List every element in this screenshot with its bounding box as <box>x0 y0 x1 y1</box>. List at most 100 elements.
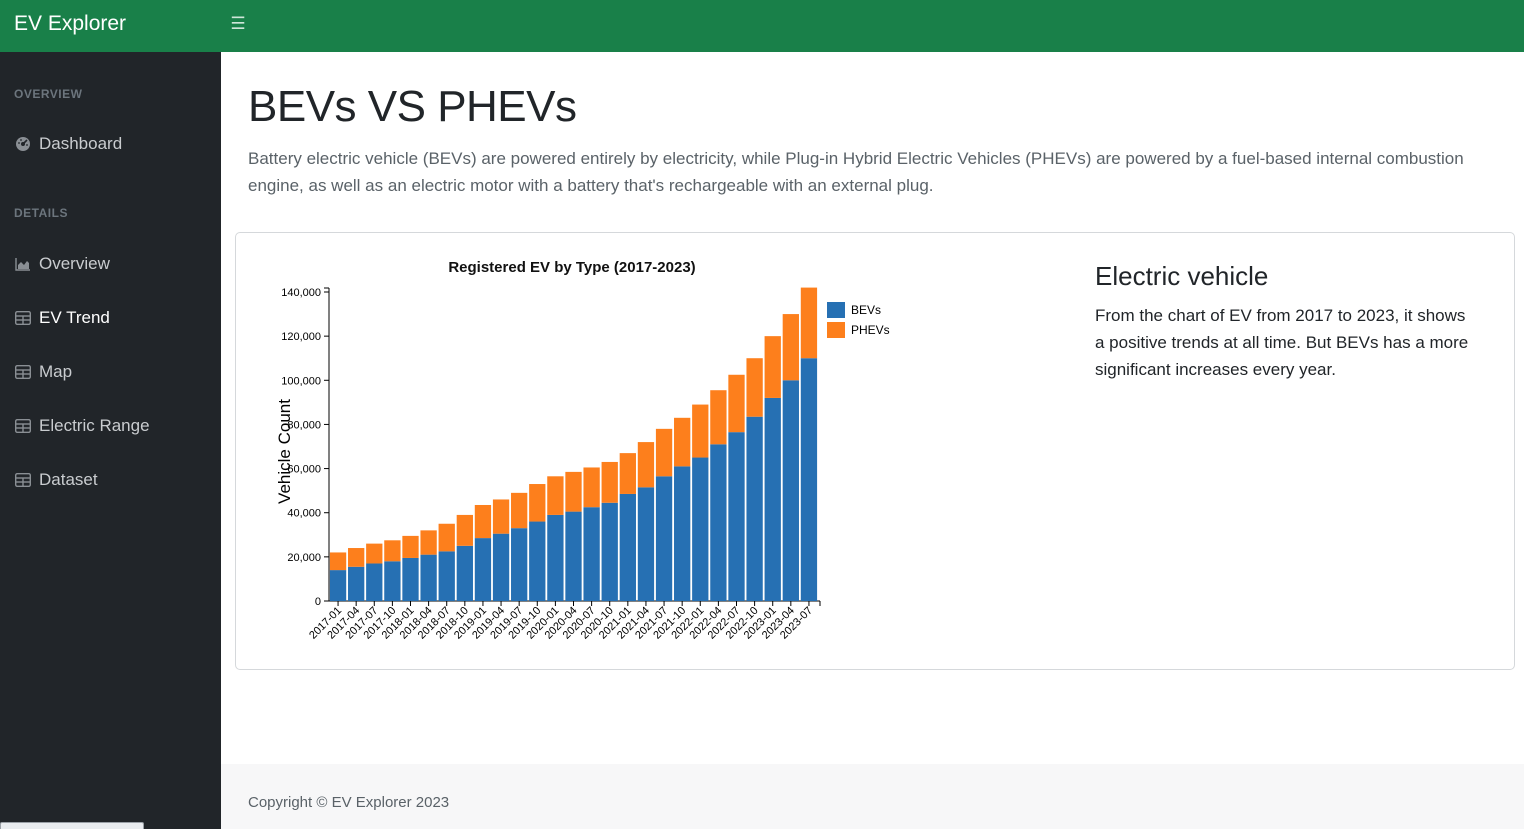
bar-phevs <box>583 467 600 508</box>
bar-phevs <box>674 417 691 467</box>
bar-bevs <box>402 557 419 601</box>
table-icon <box>14 309 32 327</box>
sidebar-item-dashboard[interactable]: Dashboard <box>0 124 221 164</box>
sidebar-item-label: EV Trend <box>39 308 110 327</box>
bar-phevs <box>366 543 383 564</box>
sidebar-item-electric-range[interactable]: Electric Range <box>0 406 221 446</box>
legend-label: PHEVs <box>851 323 890 337</box>
brand-logo[interactable]: EV Explorer <box>14 12 127 35</box>
bar-bevs <box>601 502 618 601</box>
bar-phevs <box>601 461 618 503</box>
panel-title: Electric vehicle <box>1095 261 1269 291</box>
bar-phevs <box>384 540 401 562</box>
y-axis-label: Vehicle Count <box>275 399 294 504</box>
bar-phevs <box>329 552 347 571</box>
bar-bevs <box>619 493 636 601</box>
page-description: Battery electric vehicle (BEVs) are powe… <box>248 149 1464 195</box>
bar-phevs <box>764 336 781 398</box>
legend-label: BEVs <box>851 303 881 317</box>
table-icon <box>14 363 32 381</box>
page-title: BEVs VS PHEVs <box>248 82 577 131</box>
bar-bevs <box>348 566 365 601</box>
bar-phevs <box>474 504 492 539</box>
table-icon <box>14 471 32 489</box>
bar-phevs <box>348 548 365 567</box>
bar-phevs <box>746 358 763 417</box>
sidebar: OVERVIEW Dashboard DETAILS Overview EV T… <box>0 52 221 829</box>
y-tick-label: 80,000 <box>287 419 321 431</box>
sidebar-item-label: Dataset <box>39 470 98 489</box>
sidebar-item-map[interactable]: Map <box>0 352 221 392</box>
bar-phevs <box>420 530 437 555</box>
bar-phevs <box>710 390 727 445</box>
bar-bevs <box>800 358 818 601</box>
y-tick-label: 120,000 <box>281 331 321 343</box>
bar-bevs <box>674 466 691 601</box>
bar-bevs <box>366 563 383 601</box>
stacked-bar-chart: Registered EV by Type (2017-2023) 0 20,000… <box>275 259 890 642</box>
status-bar <box>0 822 144 829</box>
bar-phevs <box>692 404 709 458</box>
bar-bevs <box>782 380 799 601</box>
bar-phevs <box>492 499 510 534</box>
bar-phevs <box>547 476 564 515</box>
sidebar-item-overview[interactable]: Overview <box>0 244 221 284</box>
sidebar-item-dataset[interactable]: Dataset <box>0 460 221 500</box>
legend-swatch-phevs <box>827 322 845 338</box>
y-tick-label: 0 <box>315 596 321 608</box>
bar-phevs <box>728 374 745 433</box>
bar-phevs <box>637 442 655 488</box>
bar-bevs <box>710 444 727 601</box>
bar-bevs <box>565 511 582 601</box>
bar-phevs <box>511 492 528 529</box>
sidebar-heading-details: DETAILS <box>14 206 68 220</box>
legend-swatch-bevs <box>827 302 845 318</box>
sidebar-item-label: Overview <box>39 254 110 273</box>
y-tick-label: 60,000 <box>287 464 321 476</box>
copyright-text: Copyright © EV Explorer 2023 <box>248 794 450 811</box>
sidebar-item-label: Electric Range <box>39 416 150 435</box>
bar-bevs <box>492 533 510 601</box>
sidebar-item-label: Map <box>39 362 73 381</box>
bar-bevs <box>637 487 655 601</box>
bar-phevs <box>800 287 818 359</box>
bar-bevs <box>692 457 709 601</box>
panel-body: From the chart of EV from 2017 to 2023, … <box>1095 306 1469 379</box>
bar-bevs <box>728 432 745 601</box>
y-tick-label: 140,000 <box>281 287 321 299</box>
speedometer-icon <box>14 135 32 153</box>
footer: Copyright © EV Explorer 2023 <box>221 764 1524 829</box>
top-navbar: EV Explorer ☰ <box>0 0 1524 52</box>
chart-title: Registered EV by Type (2017-2023) <box>448 259 695 276</box>
bar-bevs <box>655 476 673 601</box>
y-tick-label: 20,000 <box>287 552 321 564</box>
bar-phevs <box>565 471 582 512</box>
sidebar-heading-overview: OVERVIEW <box>14 87 83 101</box>
bar-bevs <box>511 528 528 601</box>
area-chart-icon <box>14 255 32 273</box>
bar-phevs <box>402 535 419 558</box>
bar-bevs <box>547 514 564 601</box>
sidebar-item-label: Dashboard <box>39 134 123 153</box>
bar-phevs <box>619 453 636 494</box>
bar-phevs <box>529 484 546 522</box>
sidebar-item-ev-trend[interactable]: EV Trend <box>0 298 221 338</box>
y-tick-label: 100,000 <box>281 375 321 387</box>
bar-phevs <box>456 514 473 546</box>
bar-bevs <box>529 521 546 601</box>
hamburger-icon[interactable]: ☰ <box>230 14 246 33</box>
bar-bevs <box>583 507 600 601</box>
table-icon <box>14 417 32 435</box>
bar-bevs <box>384 561 401 601</box>
bar-phevs <box>438 523 455 552</box>
bar-bevs <box>420 554 437 601</box>
bar-bevs <box>746 416 763 601</box>
bar-bevs <box>438 551 455 601</box>
bar-bevs <box>456 545 473 601</box>
chart-card: Registered EV by Type (2017-2023) 0 20,000… <box>235 232 1515 670</box>
bar-bevs <box>764 397 781 601</box>
y-tick-label: 40,000 <box>287 508 321 520</box>
bar-phevs <box>655 428 673 477</box>
bar-bevs <box>329 570 347 601</box>
bar-phevs <box>782 314 799 381</box>
